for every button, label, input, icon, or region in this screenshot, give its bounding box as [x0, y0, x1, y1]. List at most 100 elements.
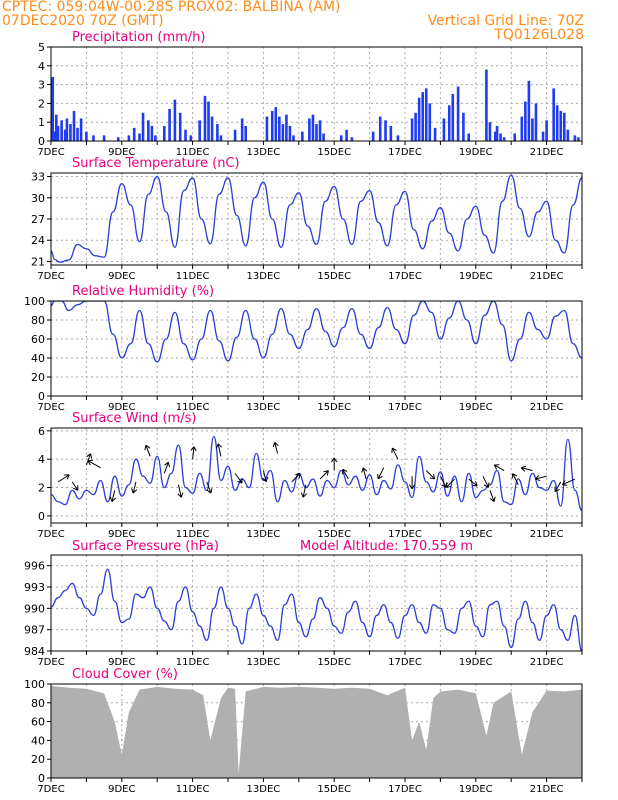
header-run-date: 07DEC2020 70Z (GMT): [2, 13, 164, 29]
precip-bar: [389, 125, 393, 141]
y-tick-label: 60: [31, 333, 45, 346]
y-tick-label: 100: [24, 295, 45, 308]
y-tick-label: 20: [31, 371, 45, 384]
x-tick-label: 13DEC: [247, 784, 281, 795]
x-tick-label: 21DEC: [530, 271, 564, 282]
wind-vector-arrow: [144, 444, 151, 457]
x-tick-label: 19DEC: [459, 657, 493, 668]
panel-title: Cloud Cover (%): [72, 667, 178, 682]
x-tick-label: 9DEC: [108, 657, 135, 668]
precip-bar: [76, 127, 79, 141]
precip-bar: [292, 135, 295, 141]
panel-frame: [50, 427, 583, 524]
x-tick-label: 7DEC: [37, 271, 64, 282]
wind-vector-arrow: [535, 475, 547, 482]
header-grid-info: Vertical Grid Line: 70Z: [427, 13, 584, 29]
rh-line: [51, 301, 582, 363]
x-tick-label: 9DEC: [108, 147, 135, 158]
header-model-id: TQ0126L028: [494, 27, 584, 43]
precip-bar: [524, 101, 527, 141]
precip-bar: [301, 131, 304, 141]
x-tick-label: 9DEC: [108, 402, 135, 413]
precip-bar: [178, 112, 182, 141]
precip-bar: [56, 125, 60, 141]
wind-vector-arrow: [489, 490, 496, 502]
precip-bar: [318, 120, 322, 141]
y-tick-label: 3: [38, 79, 45, 92]
y-tick-label: 996: [24, 560, 45, 573]
x-tick-label: 11DEC: [176, 657, 210, 668]
precip-bar: [442, 118, 446, 141]
precip-bar: [92, 135, 95, 141]
x-tick-label: 21DEC: [530, 147, 564, 158]
precip-bar: [244, 125, 247, 141]
wind-vector-arrow: [445, 478, 455, 488]
panel-frame: [50, 46, 583, 142]
x-tick-label: 21DEC: [530, 657, 564, 668]
plot-area-wind: [51, 435, 582, 511]
precip-bar: [173, 99, 177, 141]
x-tick-label: 19DEC: [459, 529, 493, 540]
precip-bar: [499, 133, 502, 141]
precip-bar: [493, 131, 497, 141]
precip-bar: [417, 97, 421, 141]
precip-bar: [563, 112, 566, 141]
wind-line: [51, 435, 582, 511]
precip-bar: [414, 112, 417, 141]
y-tick-label: 5: [38, 41, 45, 54]
x-tick-label: 17DEC: [388, 147, 422, 158]
plot-area-cloud: [51, 685, 582, 778]
x-tick-label: 13DEC: [247, 147, 281, 158]
wind-vector-arrow: [493, 464, 505, 471]
x-tick-label: 17DEC: [388, 402, 422, 413]
y-tick-label: 24: [31, 234, 45, 247]
x-tick-label: 7DEC: [37, 784, 64, 795]
precip-bar: [520, 116, 524, 141]
precip-bar: [488, 122, 492, 141]
precip-bar: [428, 103, 432, 141]
precip-bar: [154, 135, 157, 141]
x-tick-label: 15DEC: [317, 147, 351, 158]
precip-bar: [456, 86, 460, 141]
y-tick-label: 21: [31, 255, 45, 268]
x-tick-label: 7DEC: [37, 147, 64, 158]
y-tick-label: 27: [31, 213, 45, 226]
panel-frame: [50, 300, 583, 397]
panel-title: Surface Temperature (nC): [72, 156, 240, 171]
precip-bar: [350, 137, 354, 141]
x-tick-label: 13DEC: [247, 657, 281, 668]
precip-bar: [69, 124, 72, 141]
panel-precip: 0 1 2 3 4 5 7DEC 9DEC 11DEC 13DEC 15DEC 17DEC 19DEC 2…: [37, 30, 583, 158]
x-tick-label: 17DEC: [388, 271, 422, 282]
precip-bar: [462, 112, 465, 141]
panel-title: Precipitation (mm/h): [72, 30, 205, 45]
precip-bar: [345, 129, 348, 141]
wind-vector-arrow: [300, 484, 307, 498]
precip-bar: [552, 88, 555, 141]
panel-pres: 984 987 990 993 996 7DEC 9DEC 11DEC 13DEC 15DEC 17…: [24, 539, 583, 668]
precip-bar: [265, 116, 269, 141]
precip-bar: [85, 131, 88, 141]
x-tick-label: 13DEC: [247, 271, 281, 282]
wind-vector-arrow: [342, 468, 349, 480]
x-tick-label: 9DEC: [108, 271, 135, 282]
precip-bar: [315, 124, 318, 141]
y-tick-label: 30: [31, 192, 45, 205]
precip-bar: [138, 133, 141, 141]
precip-bar: [72, 110, 76, 141]
precip-bar: [63, 129, 67, 141]
header-station-line: CPTEC: 059:04W-00:28S PROX02: BALBINA (A…: [2, 0, 341, 15]
wind-vector-arrow: [234, 473, 243, 484]
y-tick-label: 0: [38, 390, 45, 403]
precip-bar: [410, 118, 414, 141]
x-tick-label: 9DEC: [108, 784, 135, 795]
x-tick-label: 9DEC: [108, 529, 135, 540]
y-tick-label: 60: [31, 716, 45, 729]
precip-bar: [116, 137, 120, 141]
x-tick-label: 19DEC: [459, 271, 493, 282]
y-tick-label: 984: [24, 645, 45, 658]
precip-bar: [132, 127, 136, 141]
precip-bar: [485, 69, 488, 141]
x-tick-label: 21DEC: [530, 529, 564, 540]
precip-bar: [233, 129, 237, 141]
